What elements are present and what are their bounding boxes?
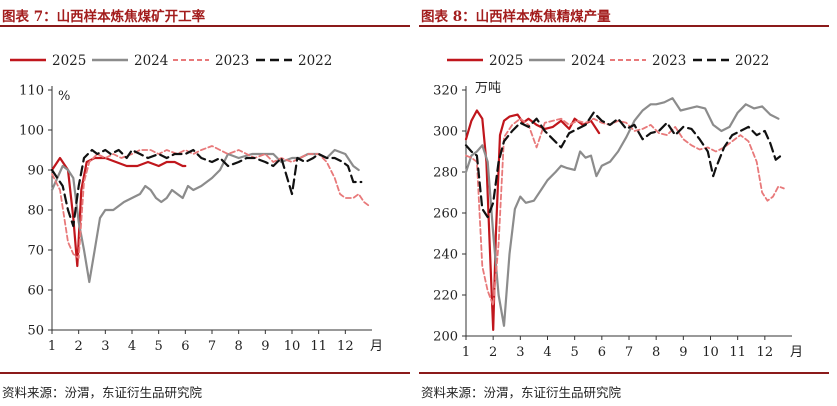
x-tick-label: 4 bbox=[128, 339, 136, 354]
y-tick-label: 50 bbox=[27, 324, 44, 339]
y-tick-label: 300 bbox=[433, 125, 458, 140]
series-line-2024 bbox=[50, 148, 360, 284]
legend-label-2023: 2023 bbox=[652, 53, 686, 69]
x-tick-label: 12 bbox=[757, 345, 774, 360]
x-tick-label: 1 bbox=[462, 345, 470, 360]
x-tick-label: 7 bbox=[625, 345, 633, 360]
x-axis-unit: 月 bbox=[790, 345, 803, 360]
x-tick-label: 4 bbox=[543, 345, 551, 360]
y-tick-label: 240 bbox=[433, 248, 458, 263]
y-tick-label: 90 bbox=[27, 164, 44, 179]
y-tick-label: 70 bbox=[27, 244, 44, 259]
series-line-2023 bbox=[51, 145, 371, 259]
y-tick-label: 80 bbox=[27, 204, 44, 219]
y-tick-label: 200 bbox=[433, 330, 458, 345]
x-tick-label: 8 bbox=[652, 345, 660, 360]
x-tick-label: 8 bbox=[235, 339, 243, 354]
series-line-2024 bbox=[464, 97, 780, 327]
legend-label-2025: 2025 bbox=[489, 53, 523, 69]
legend-label-2025: 2025 bbox=[52, 53, 86, 69]
x-tick-label: 2 bbox=[489, 345, 497, 360]
series-line-2025 bbox=[50, 156, 187, 268]
x-tick-label: 11 bbox=[729, 345, 746, 360]
x-tick-label: 9 bbox=[679, 345, 687, 360]
x-tick-label: 11 bbox=[310, 339, 327, 354]
x-tick-label: 1 bbox=[48, 339, 56, 354]
source-bar: 资料来源：汾渭，东证衍生品研究院 bbox=[419, 372, 829, 404]
series-line-2022 bbox=[50, 148, 363, 228]
y-tick-label: 110 bbox=[19, 84, 44, 99]
chart-panel-output: 图表 8：山西样本炼焦精煤产量 200 220 240 260 280 300 320 1 2 3… bbox=[419, 0, 837, 406]
x-tick-label: 10 bbox=[284, 339, 301, 354]
chart-title: 图表 7：山西样本炼焦煤矿开工率 bbox=[2, 9, 206, 25]
x-tick-label: 10 bbox=[702, 345, 719, 360]
x-tick-label: 3 bbox=[516, 345, 524, 360]
y-tick-label: 320 bbox=[433, 84, 458, 99]
title-bar: 图表 8：山西样本炼焦精煤产量 bbox=[419, 3, 829, 27]
source-bar: 资料来源：汾渭，东证衍生品研究院 bbox=[0, 372, 410, 404]
legend-label-2023: 2023 bbox=[215, 53, 249, 69]
y-tick-label: 60 bbox=[27, 284, 44, 299]
y-axis-unit: % bbox=[58, 89, 70, 104]
y-axis-unit: 万吨 bbox=[475, 81, 501, 96]
source-note: 资料来源：汾渭，东证衍生品研究院 bbox=[2, 385, 203, 400]
x-tick-label: 12 bbox=[337, 339, 354, 354]
series-line-2023 bbox=[465, 117, 785, 307]
y-tick-label: 220 bbox=[433, 289, 458, 304]
chart-panel-open-rate: 图表 7：山西样本炼焦煤矿开工率 50 60 70 80 90 100 110 1 2 3 4 5 6 7… bbox=[0, 0, 418, 406]
y-tick-label: 100 bbox=[19, 124, 44, 139]
legend-label-2024: 2024 bbox=[134, 53, 168, 69]
x-tick-label: 5 bbox=[571, 345, 579, 360]
source-note: 资料来源：汾渭，东证衍生品研究院 bbox=[421, 385, 622, 400]
x-tick-label: 7 bbox=[208, 339, 216, 354]
x-tick-label: 6 bbox=[181, 339, 189, 354]
series-line-2025 bbox=[464, 109, 601, 331]
y-tick-label: 260 bbox=[433, 207, 458, 222]
x-axis-unit: 月 bbox=[370, 339, 383, 354]
x-tick-label: 2 bbox=[75, 339, 83, 354]
x-tick-label: 6 bbox=[598, 345, 606, 360]
title-bar: 图表 7：山西样本炼焦煤矿开工率 bbox=[0, 3, 410, 27]
y-tick-label: 280 bbox=[433, 166, 458, 181]
legend-label-2024: 2024 bbox=[571, 53, 605, 69]
legend-label-2022: 2022 bbox=[298, 53, 332, 69]
legend-label-2022: 2022 bbox=[735, 53, 769, 69]
series-line-2022 bbox=[464, 111, 783, 219]
chart-title: 图表 8：山西样本炼焦精煤产量 bbox=[421, 9, 611, 25]
x-tick-label: 5 bbox=[155, 339, 163, 354]
x-tick-label: 9 bbox=[261, 339, 269, 354]
x-tick-label: 3 bbox=[101, 339, 109, 354]
